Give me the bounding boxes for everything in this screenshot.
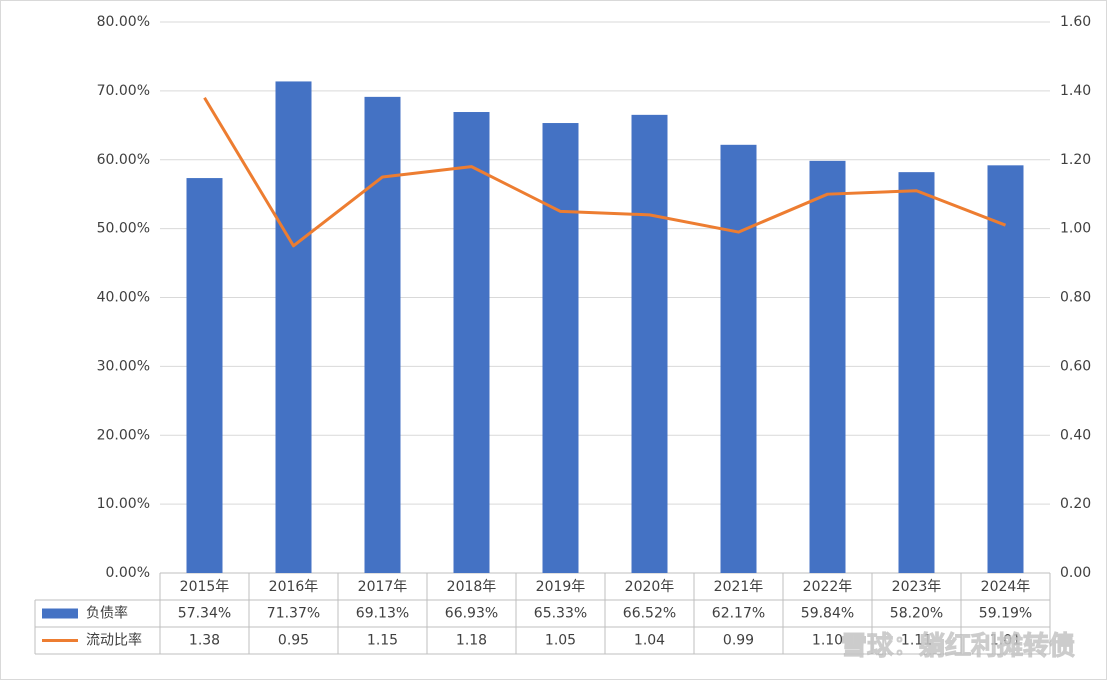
y2-tick-label: 0.40 <box>1060 427 1091 443</box>
legend-label: 流动比率 <box>86 632 142 649</box>
table-value: 71.37% <box>267 606 320 622</box>
y2-tick-label: 0.80 <box>1060 290 1091 306</box>
x-tick-label: 2022年 <box>803 579 853 595</box>
y2-tick-label: 0.60 <box>1060 358 1091 374</box>
bar <box>364 96 401 573</box>
bar <box>275 81 312 574</box>
legend-label: 负债率 <box>86 605 128 622</box>
bar <box>542 123 579 574</box>
y2-tick-label: 1.00 <box>1060 221 1091 237</box>
bar <box>809 160 846 574</box>
table-value: 1.15 <box>367 633 398 649</box>
table-value: 62.17% <box>712 606 765 622</box>
bar <box>453 112 490 573</box>
x-tick-label: 2017年 <box>358 579 408 595</box>
bar <box>987 165 1024 574</box>
table-value: 58.20% <box>890 606 943 622</box>
x-tick-label: 2018年 <box>447 579 497 595</box>
table-value: 66.52% <box>623 606 676 622</box>
x-tick-label: 2015年 <box>180 579 230 595</box>
watermark: 雪球：躺红利摊转债 <box>841 631 1075 662</box>
bar <box>898 172 935 573</box>
y-tick-label: 80.00% <box>97 14 150 30</box>
table-value: 1.18 <box>456 633 487 649</box>
bar <box>186 178 223 574</box>
y-tick-label: 60.00% <box>97 152 150 168</box>
x-tick-label: 2020年 <box>625 579 675 595</box>
y-tick-label: 70.00% <box>97 83 150 99</box>
y2-tick-label: 0.20 <box>1060 496 1091 512</box>
y2-tick-label: 1.60 <box>1060 14 1091 30</box>
y2-tick-label: 0.00 <box>1060 565 1091 581</box>
y2-tick-label: 1.40 <box>1060 83 1091 99</box>
bar <box>631 114 668 573</box>
y-tick-label: 30.00% <box>97 358 150 374</box>
table-value: 59.19% <box>979 606 1032 622</box>
line <box>203 96 1007 248</box>
x-tick-label: 2024年 <box>981 579 1031 595</box>
legend-swatch <box>42 608 78 619</box>
x-tick-label: 2021年 <box>714 579 764 595</box>
table-value: 57.34% <box>178 606 231 622</box>
table-value: 0.95 <box>278 633 309 649</box>
y2-tick-label: 1.20 <box>1060 152 1091 168</box>
y-tick-label: 40.00% <box>97 290 150 306</box>
table-value: 1.04 <box>634 633 665 649</box>
y-tick-label: 10.00% <box>97 496 150 512</box>
table-value: 1.11 <box>901 633 932 649</box>
x-tick-label: 2023年 <box>892 579 942 595</box>
x-tick-label: 2016年 <box>269 579 319 595</box>
x-tick-label: 2019年 <box>536 579 586 595</box>
bar <box>720 144 757 573</box>
table-value: 1.01 <box>990 633 1021 649</box>
table-value: 1.38 <box>189 633 220 649</box>
table-value: 69.13% <box>356 606 409 622</box>
table-value: 65.33% <box>534 606 587 622</box>
table-value: 1.10 <box>812 633 843 649</box>
y-tick-label: 50.00% <box>97 221 150 237</box>
y-tick-label: 0.00% <box>106 565 150 581</box>
table-value: 66.93% <box>445 606 498 622</box>
table-value: 0.99 <box>723 633 754 649</box>
table-value: 59.84% <box>801 606 854 622</box>
table-value: 1.05 <box>545 633 576 649</box>
y-tick-label: 20.00% <box>97 427 150 443</box>
